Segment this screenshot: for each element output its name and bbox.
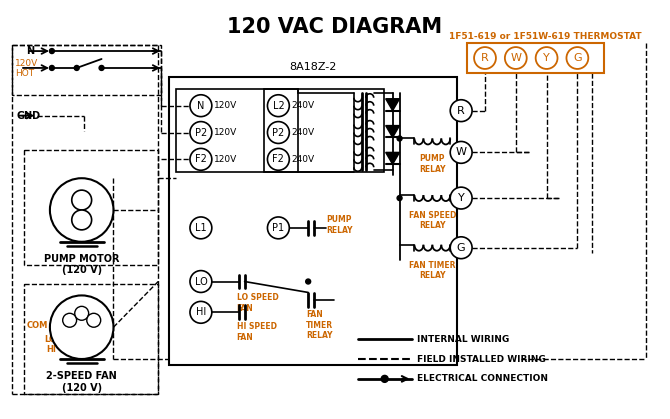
Text: LO SPEED
FAN: LO SPEED FAN [237,293,279,313]
Circle shape [474,47,496,69]
Circle shape [190,217,212,239]
Circle shape [50,295,113,359]
Bar [24,285,158,394]
Text: L2: L2 [273,101,284,111]
Circle shape [72,190,92,210]
Bar [169,77,457,365]
Circle shape [190,271,212,292]
Circle shape [450,237,472,259]
Polygon shape [386,153,399,164]
Circle shape [99,65,104,70]
Circle shape [381,375,388,383]
Bar [12,45,161,95]
Text: 1F51-619 or 1F51W-619 THERMOSTAT: 1F51-619 or 1F51W-619 THERMOSTAT [450,32,642,41]
Text: 240V: 240V [291,101,314,110]
Text: Y: Y [458,193,464,203]
Circle shape [190,148,212,170]
Circle shape [397,196,402,201]
Circle shape [505,47,527,69]
Circle shape [450,100,472,122]
Text: LO: LO [44,335,56,344]
Text: HOT: HOT [15,70,34,78]
Text: N: N [26,46,34,56]
Circle shape [50,49,54,54]
Text: F2: F2 [273,154,284,164]
Bar [24,150,158,265]
Circle shape [190,301,212,323]
Circle shape [190,95,212,116]
Text: 8A18Z-2: 8A18Z-2 [289,62,337,72]
Text: COM: COM [27,321,48,330]
Text: P2: P2 [272,127,285,137]
Text: FAN TIMER
RELAY: FAN TIMER RELAY [409,261,456,280]
Text: R: R [481,53,489,63]
Text: 120V: 120V [214,155,237,164]
Text: W: W [511,53,521,63]
Text: G: G [573,53,582,63]
Circle shape [566,47,588,69]
Bar [467,43,604,73]
Text: Y: Y [543,53,550,63]
Text: 2-SPEED FAN
(120 V): 2-SPEED FAN (120 V) [46,371,117,393]
Text: F2: F2 [195,154,207,164]
Circle shape [267,95,289,116]
Bar [176,89,298,172]
Text: PUMP
RELAY: PUMP RELAY [419,154,446,174]
Text: P1: P1 [272,223,285,233]
Text: FAN SPEED
RELAY: FAN SPEED RELAY [409,211,456,230]
Circle shape [535,47,557,69]
Circle shape [397,136,402,141]
Polygon shape [386,99,399,111]
Circle shape [267,217,289,239]
Circle shape [74,65,79,70]
Text: ELECTRICAL CONNECTION: ELECTRICAL CONNECTION [417,374,549,383]
Circle shape [190,122,212,143]
Circle shape [50,65,54,70]
Text: 120 VAC DIAGRAM: 120 VAC DIAGRAM [227,17,443,37]
Circle shape [450,142,472,163]
Text: P2: P2 [195,127,207,137]
Text: R: R [458,106,465,116]
Text: HI: HI [46,344,56,354]
Text: W: W [456,147,467,158]
Text: L1: L1 [195,223,207,233]
Circle shape [450,187,472,209]
Circle shape [87,313,100,327]
Circle shape [306,279,311,284]
Text: GND: GND [16,111,40,121]
Text: 120V: 120V [15,59,38,68]
Circle shape [75,306,88,320]
Circle shape [72,210,92,230]
Bar [265,89,384,172]
Text: 240V: 240V [291,128,314,137]
Text: 240V: 240V [291,155,314,164]
Text: FAN
TIMER
RELAY: FAN TIMER RELAY [306,310,333,340]
Text: 120V: 120V [214,128,237,137]
Circle shape [63,313,76,327]
Text: G: G [457,243,466,253]
Text: HI: HI [196,307,206,317]
Text: HI SPEED
FAN: HI SPEED FAN [237,322,277,341]
Circle shape [50,178,113,242]
Text: LO: LO [194,277,207,287]
Text: PUMP MOTOR
(120 V): PUMP MOTOR (120 V) [44,254,119,275]
Circle shape [267,122,289,143]
Text: 120V: 120V [214,101,237,110]
Text: FIELD INSTALLED WIRING: FIELD INSTALLED WIRING [417,354,546,364]
Text: INTERNAL WIRING: INTERNAL WIRING [417,335,510,344]
Text: PUMP
RELAY: PUMP RELAY [326,215,352,235]
Text: N: N [197,101,204,111]
Circle shape [267,148,289,170]
Polygon shape [386,126,399,137]
